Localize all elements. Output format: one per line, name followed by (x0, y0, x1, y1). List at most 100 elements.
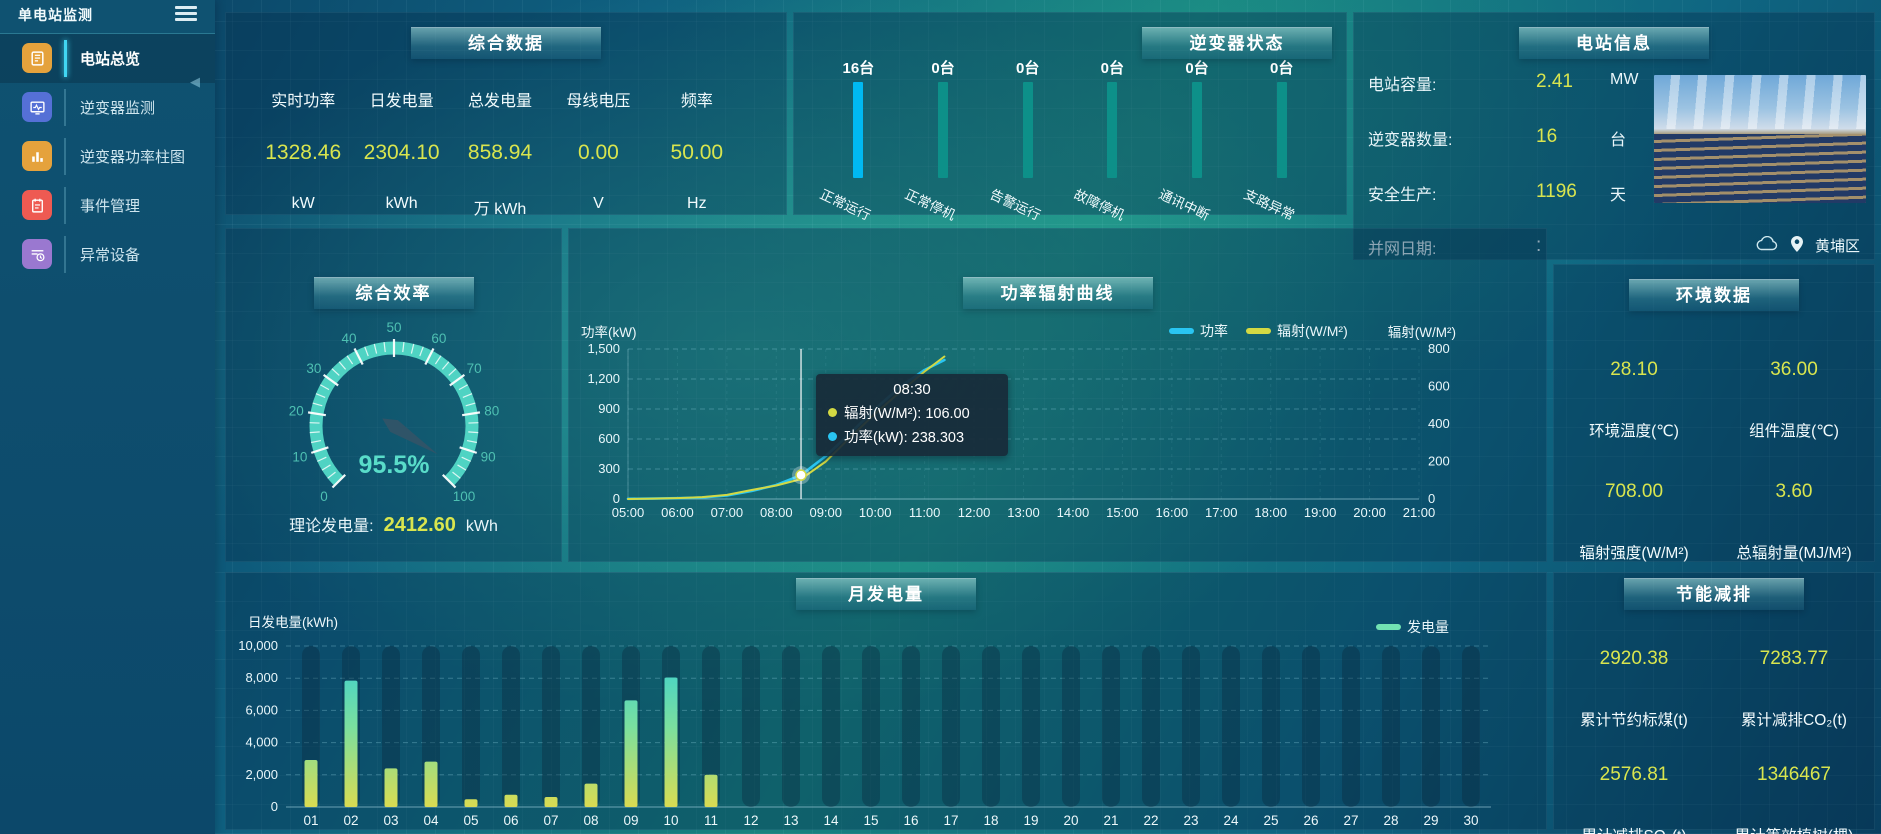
legend-item[interactable]: 发电量 (1376, 617, 1449, 637)
y-axis-left-label: 功率(kW) (581, 325, 637, 340)
sidebar-collapse-arrow-icon[interactable]: ◀ (190, 74, 200, 89)
legend-item[interactable]: 辐射(W/M²) (1246, 321, 1348, 341)
svg-text:0: 0 (271, 799, 278, 814)
metric-label: 环境温度(℃) (1589, 423, 1679, 440)
station-row-unit: MW (1610, 71, 1639, 88)
y-axis-label: 日发电量(kWh) (248, 615, 338, 630)
legend-item[interactable]: 功率 (1169, 321, 1228, 341)
station-row-value: : (1536, 235, 1542, 256)
panel-title: 节能减排 (1624, 578, 1804, 610)
svg-text:27: 27 (1343, 813, 1358, 828)
svg-text:11: 11 (704, 813, 718, 828)
svg-text:09: 09 (623, 813, 638, 828)
inverter-count-label: 0台 (1270, 60, 1294, 77)
inverter-count-label: 0台 (1016, 60, 1040, 77)
panel-title: 综合数据 (411, 27, 601, 59)
summary-metrics: 实时功率 1328.46 kW 日发电量 2304.10 kWh 总发电量 858.94 万 k… (226, 59, 786, 219)
metric-value: 2304.10 (363, 141, 440, 164)
saving-metric: 2920.38 累计节约标煤(t) (1554, 648, 1714, 730)
svg-text:100: 100 (453, 489, 476, 504)
station-photo (1654, 75, 1866, 203)
power-radiation-chart[interactable]: 0 300 600 900 1,200 1,500 0 200 400 600 800 05:00 06… (569, 229, 1546, 561)
inverter-category-label: 告警运行 (987, 186, 1043, 224)
svg-text:21: 21 (1103, 813, 1118, 828)
sidebar-header: 单电站监测 (0, 0, 215, 34)
svg-text:30: 30 (1463, 813, 1478, 828)
metric-value: 2920.38 (1599, 648, 1669, 669)
svg-text:0: 0 (320, 489, 328, 504)
metric-label: 总发电量 (468, 93, 533, 110)
svg-text:30: 30 (306, 361, 321, 376)
sidebar-item-station-overview[interactable]: 电站总览 (0, 34, 215, 83)
svg-text:12: 12 (743, 813, 758, 828)
metric-value: 2576.81 (1599, 764, 1669, 785)
svg-text:80: 80 (484, 404, 499, 419)
inverter-count-label: 0台 (1100, 60, 1125, 77)
monthly-generation-chart[interactable]: 0 2,000 4,000 6,000 8,000 10,000 01 02 03 04 05 06 0… (226, 573, 1546, 829)
metric-label: 辐射强度(W/M²) (1579, 545, 1689, 562)
metric-label: 累计减排SO₂(t) (1554, 824, 1714, 834)
inverter-bar (853, 82, 864, 178)
environment-metric: 36.00 组件温度(℃) (1714, 359, 1874, 441)
metric-unit: Hz (687, 195, 707, 212)
svg-text:0: 0 (613, 491, 620, 506)
weather-cloud-icon (1755, 235, 1779, 255)
svg-text:02: 02 (343, 813, 358, 828)
environment-metric: 28.10 环境温度(℃) (1554, 359, 1714, 441)
panel-environment: 环境数据 28.10 环境温度(℃) 36.00 组件温度(℃) 708.00 辐射强度(… (1553, 264, 1875, 562)
sidebar-item-power-bars[interactable]: 逆变器功率柱图 (0, 132, 215, 181)
saving-metrics: 2920.38 累计节约标煤(t) 7283.77 累计减排CO₂(t) 2576.81… (1554, 610, 1874, 834)
metric-unit: V (593, 195, 604, 212)
inverter-category-wrap: 正常运行 (816, 178, 901, 223)
sidebar-item-event-management[interactable]: 事件管理 (0, 181, 215, 230)
sidebar-item-abnormal-devices[interactable]: 异常设备 (0, 230, 215, 279)
efficiency-gauge-chart[interactable]: 0 10 20 30 40 50 60 70 80 90 100 95.5% (226, 319, 561, 519)
station-row-label: 逆变器数量: (1368, 132, 1453, 149)
panel-title: 月发电量 (796, 578, 976, 610)
environment-metric: 3.60 总辐射量(MJ/M²) (1714, 481, 1874, 563)
sidebar: 单电站监测 电站总览 逆变器监测 逆变器功率柱图 (0, 0, 215, 834)
saving-metric: 7283.77 累计减排CO₂(t) (1714, 648, 1874, 730)
overview-doc-icon (22, 43, 52, 73)
sidebar-item-label: 逆变器监测 (80, 100, 156, 117)
svg-text:21:00: 21:00 (1403, 505, 1436, 520)
svg-text:10:00: 10:00 (859, 505, 892, 520)
abnormal-device-icon (22, 239, 52, 269)
summary-metric: 日发电量 2304.10 kWh (352, 59, 450, 219)
svg-text:06: 06 (503, 813, 518, 828)
app-title: 单电站监测 (18, 7, 93, 23)
theory-generation-label: 理论发电量: (289, 518, 374, 535)
tooltip-series-dot (828, 432, 837, 441)
hamburger-menu-icon[interactable] (175, 6, 197, 23)
metric-label: 累计等效植树(棵) (1714, 824, 1874, 834)
sidebar-item-inverter-monitor[interactable]: 逆变器监测 (0, 83, 215, 132)
svg-text:95.5%: 95.5% (359, 451, 430, 479)
metric-label: 总辐射量(MJ/M²) (1736, 545, 1852, 562)
svg-text:07: 07 (543, 813, 558, 828)
svg-text:14: 14 (823, 813, 839, 828)
svg-text:01: 01 (303, 813, 318, 828)
inverter-status-chart[interactable]: 16台 正常运行 0台 正常停机 0台 告警运行 0台 故障停机 0台 通讯中断 0台 支路异常 (794, 13, 1346, 223)
svg-text:20: 20 (289, 404, 304, 419)
metric-label: 频率 (680, 93, 713, 110)
svg-text:11:00: 11:00 (909, 505, 941, 520)
inverter-status-column: 0台 通讯中断 (1155, 13, 1240, 223)
svg-text:900: 900 (598, 401, 620, 416)
svg-text:07:00: 07:00 (711, 505, 744, 520)
metric-label: 累计减排CO₂(t) (1741, 712, 1847, 729)
inverter-category-label: 支路异常 (1241, 186, 1297, 224)
svg-text:25: 25 (1263, 813, 1278, 828)
metric-value: 36.00 (1770, 359, 1818, 380)
station-footer: 黄埔区 (1755, 235, 1860, 256)
active-indicator (64, 40, 67, 77)
svg-text:08:00: 08:00 (760, 505, 793, 520)
legend-label: 辐射(W/M²) (1277, 323, 1348, 339)
photo-solar-panels (1654, 133, 1866, 203)
inverter-status-column: 0台故障停机 (1070, 13, 1155, 223)
svg-text:06:00: 06:00 (661, 505, 694, 520)
svg-text:4,000: 4,000 (245, 735, 278, 750)
chart-tooltip: 08:30 辐射(W/M²): 106.00 功率(kW): 238.303 (816, 374, 1008, 456)
inverter-category-wrap: 故障停机 (1070, 178, 1155, 223)
inverter-monitor-icon (22, 92, 52, 122)
svg-text:15:00: 15:00 (1106, 505, 1139, 520)
